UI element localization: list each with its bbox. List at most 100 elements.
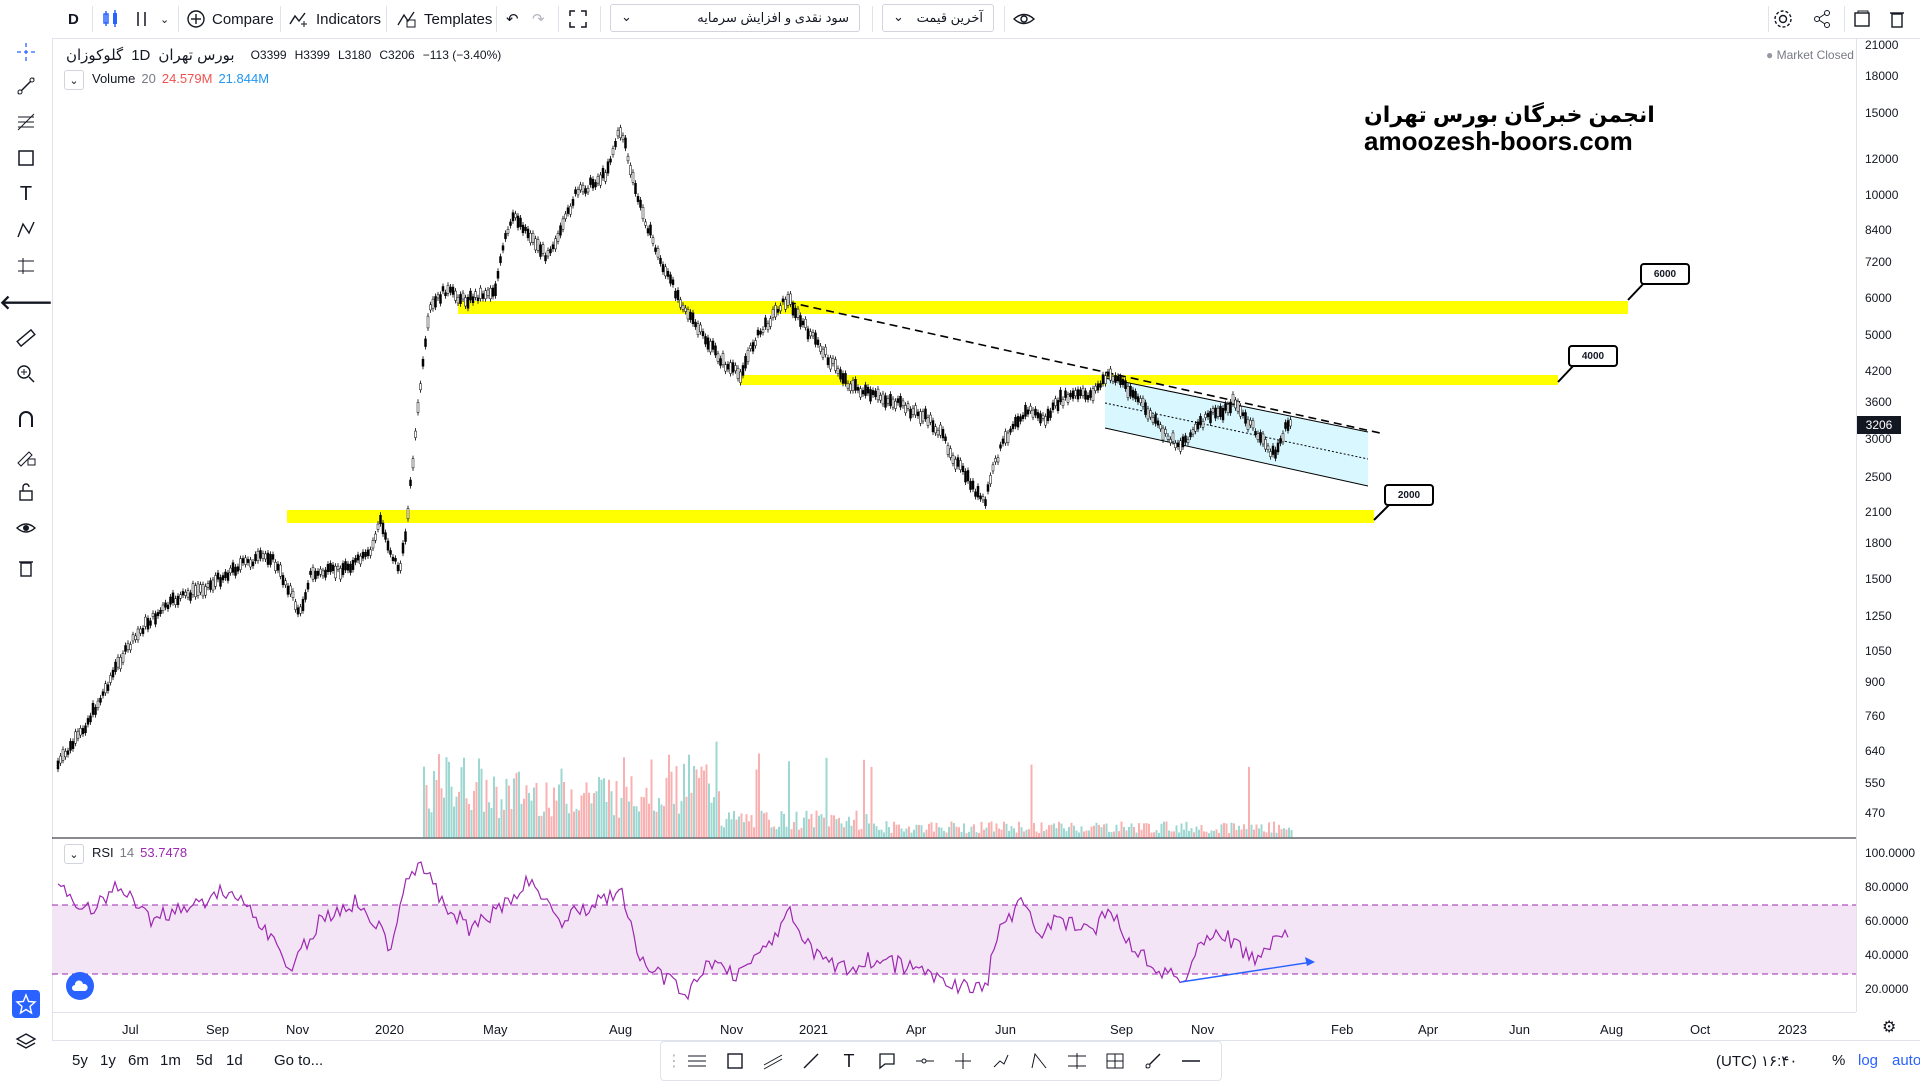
drag-handle-icon[interactable]: ⋮ (666, 1053, 682, 1070)
collapse-volume-button[interactable]: ⌄ (64, 70, 84, 90)
volume-bar (710, 802, 713, 838)
resistance-zone-4000[interactable] (740, 375, 1558, 385)
rectangle-icon[interactable] (12, 144, 40, 172)
gear-icon[interactable] (1772, 6, 1794, 32)
candle (446, 285, 450, 294)
cloud-icon[interactable] (66, 972, 94, 1000)
divergence-line[interactable] (1180, 961, 1313, 983)
chart-canvas[interactable] (52, 38, 1856, 1012)
cross-line-icon[interactable] (949, 1048, 977, 1074)
text-icon[interactable]: T (843, 1050, 855, 1071)
share-icon[interactable] (1812, 6, 1832, 32)
trend-line-icon[interactable] (797, 1048, 825, 1074)
candle (776, 308, 780, 313)
fullscreen-icon[interactable] (568, 6, 588, 32)
callout-2000[interactable]: 2000 (1384, 484, 1434, 506)
volume-bar (513, 778, 515, 838)
snapshot-icon[interactable] (1852, 6, 1872, 32)
eye-icon[interactable] (1012, 6, 1036, 32)
pattern-icon[interactable] (12, 216, 40, 244)
candle (81, 728, 85, 735)
brush-icon[interactable] (1139, 1048, 1167, 1074)
goto-button[interactable]: Go to... (274, 1052, 324, 1069)
range-5y[interactable]: 5y (72, 1052, 88, 1069)
prediction-icon[interactable] (12, 252, 40, 280)
price-channel[interactable] (1105, 378, 1368, 486)
range-1y[interactable]: 1y (100, 1052, 116, 1069)
clock-label[interactable]: ۱۶:۴۰ (UTC) (1716, 1053, 1798, 1070)
magnet-icon[interactable] (12, 406, 40, 434)
volume-bar (815, 810, 818, 838)
compare-button[interactable]: Compare (186, 6, 274, 32)
volume-bar (505, 778, 508, 838)
gear-icon[interactable]: ⚙ (1882, 1019, 1897, 1036)
crosshair-icon[interactable] (12, 38, 40, 66)
time-axis[interactable]: Jul Sep Nov 2020 May Aug Nov 2021 Apr Ju… (52, 1012, 1896, 1041)
range-6m[interactable]: 6m (128, 1052, 149, 1069)
unlock-icon[interactable] (12, 478, 40, 506)
triangle-pattern-icon[interactable] (1025, 1048, 1053, 1074)
last-price-dropdown[interactable]: آخرین قیمت ⌄ (882, 4, 994, 32)
candle (1194, 423, 1197, 432)
volume-bar (1135, 832, 1138, 838)
indicators-button[interactable]: Indicators (288, 6, 381, 32)
volume-bar (645, 787, 648, 838)
candle (506, 228, 510, 234)
templates-button[interactable]: Templates (396, 6, 492, 32)
interval-button[interactable]: D (68, 10, 79, 28)
path-icon[interactable] (987, 1048, 1015, 1074)
range-5d[interactable]: 5d (196, 1052, 213, 1069)
fib-icon[interactable] (12, 108, 40, 136)
bar-chart-icon[interactable] (132, 6, 152, 32)
auto-toggle[interactable]: auto (1892, 1052, 1920, 1069)
date-range-icon[interactable] (1101, 1048, 1129, 1074)
trash-icon[interactable] (1888, 6, 1906, 32)
candle (461, 292, 465, 300)
rectangle-icon[interactable] (721, 1048, 749, 1074)
dividends-dropdown[interactable]: سود نقدی و افزایش سرمایه ⌄ (610, 4, 860, 32)
back-arrow-icon[interactable]: 🡐 (0, 291, 53, 314)
chevron-down-icon[interactable]: ⌄ (160, 13, 170, 26)
eye-icon[interactable] (12, 514, 40, 542)
support-zone-2000[interactable] (287, 510, 1374, 523)
volume-bar (670, 771, 673, 838)
zoom-in-icon[interactable] (12, 360, 40, 388)
horizontal-ray-icon[interactable] (911, 1048, 939, 1074)
volume-bar (893, 821, 895, 838)
layers-icon[interactable] (12, 1028, 40, 1056)
candle (59, 755, 62, 764)
symbol-name[interactable]: گلوکوزان (66, 47, 124, 64)
log-toggle[interactable]: log (1858, 1052, 1879, 1069)
candle (786, 294, 790, 306)
trend-line-icon[interactable] (12, 72, 40, 100)
trash-icon[interactable] (12, 554, 40, 582)
candle (711, 340, 715, 350)
callout-4000[interactable]: 4000 (1568, 345, 1618, 367)
callout-icon[interactable] (873, 1048, 901, 1074)
horizontal-line-icon[interactable] (1177, 1048, 1205, 1074)
redo-icon[interactable]: ↷ (532, 11, 545, 28)
channel-icon[interactable] (759, 1048, 787, 1074)
star-icon[interactable] (12, 990, 40, 1018)
resistance-zone-6000[interactable] (458, 301, 1628, 314)
lock-drawing-icon[interactable] (12, 442, 40, 470)
text-icon[interactable]: T (19, 182, 33, 205)
candle (864, 384, 867, 396)
percent-toggle[interactable]: % (1832, 1052, 1846, 1069)
callout-6000[interactable]: 6000 (1640, 263, 1690, 285)
candle (391, 556, 395, 561)
price-range-icon[interactable] (1063, 1048, 1091, 1074)
candles-icon[interactable] (100, 6, 122, 32)
descending-trend-line[interactable] (787, 301, 1381, 434)
collapse-rsi-button[interactable]: ⌄ (64, 844, 84, 864)
undo-icon[interactable]: ↶ (506, 11, 519, 28)
candle (729, 362, 732, 374)
range-1d[interactable]: 1d (226, 1052, 243, 1069)
horizontal-lines-icon[interactable] (683, 1048, 711, 1074)
volume-bar (1000, 829, 1003, 838)
ruler-icon[interactable] (12, 324, 40, 352)
candle (866, 386, 870, 394)
range-1m[interactable]: 1m (160, 1052, 181, 1069)
candle (1169, 439, 1172, 444)
price-scale[interactable]: 21000 18000 15000 12000 10000 8400 7200 … (1856, 38, 1920, 1012)
